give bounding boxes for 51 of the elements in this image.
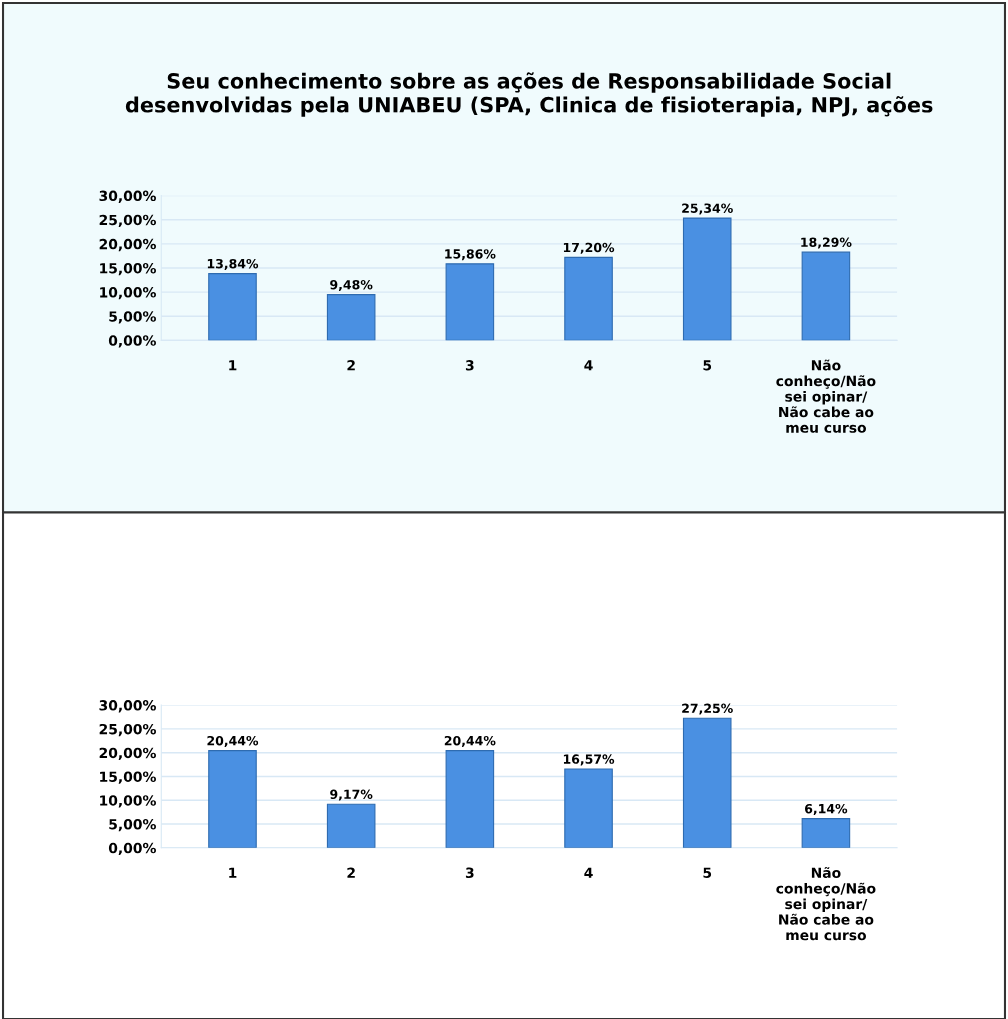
bar (445, 263, 495, 341)
bar (326, 803, 376, 848)
y-tick-label: 30,00% (99, 700, 156, 713)
x-tick-label: 1 (229, 867, 237, 878)
x-tick-label: 3 (465, 360, 474, 371)
data-label: 9,17% (330, 789, 373, 801)
x-tick-label: 1 (229, 360, 237, 371)
x-tick-label: Não conheço/Não sei opinar/ Não cabe ao meu curso (776, 867, 876, 941)
data-label: 6,14% (805, 803, 848, 816)
y-tick-label: 25,00% (99, 723, 156, 737)
y-tick-label: 15,00% (100, 262, 156, 276)
y-tick-label: 10,00% (100, 287, 156, 300)
data-label: 9,48% (330, 279, 373, 292)
bar (564, 256, 613, 341)
bar (682, 217, 732, 341)
data-label: 27,25% (682, 703, 733, 715)
bar (564, 768, 613, 848)
y-tick-label: 20,00% (99, 747, 156, 760)
bar (445, 750, 495, 848)
data-label: 25,34% (682, 203, 733, 215)
x-tick-label: 5 (703, 867, 712, 878)
x-tick-label: 3 (465, 867, 474, 878)
x-tick-label: 5 (703, 360, 712, 371)
data-label: 20,44% (444, 735, 496, 748)
x-tick-label: 4 (584, 360, 593, 371)
data-label: 20,44% (207, 735, 259, 748)
data-label: 15,86% (445, 249, 496, 261)
x-tick-label: Não conheço/Não sei opinar/ Não cabe ao meu curso (776, 359, 876, 433)
data-label: 16,57% (563, 754, 615, 766)
data-label: 18,29% (801, 237, 852, 249)
bar (801, 818, 851, 848)
bar (208, 750, 257, 848)
y-tick-label: 30,00% (99, 190, 156, 203)
x-tick-label: 4 (584, 867, 593, 878)
bar (326, 294, 376, 341)
bar (208, 273, 257, 341)
data-label: 13,84% (207, 258, 259, 270)
y-tick-label: 5,00% (109, 819, 156, 832)
data-label: 17,20% (563, 242, 615, 254)
y-tick-label: 15,00% (100, 771, 156, 784)
y-tick-label: 5,00% (109, 311, 156, 324)
y-tick-label: 0,00% (108, 335, 156, 348)
bar (801, 251, 851, 341)
y-tick-label: 10,00% (100, 795, 156, 808)
bar (682, 717, 732, 848)
y-tick-label: 20,00% (99, 238, 156, 252)
chart-title: Seu conhecimento sobre as ações de Responsabilidade Social desenvolvidas pela UNIABEU (SPA, Clinica de fisioterapia, NPJ, ações (125, 72, 933, 117)
y-tick-label: 25,00% (99, 214, 156, 228)
y-tick-label: 0,00% (108, 842, 156, 856)
x-tick-label: 2 (347, 360, 355, 371)
x-tick-label: 2 (347, 867, 355, 878)
